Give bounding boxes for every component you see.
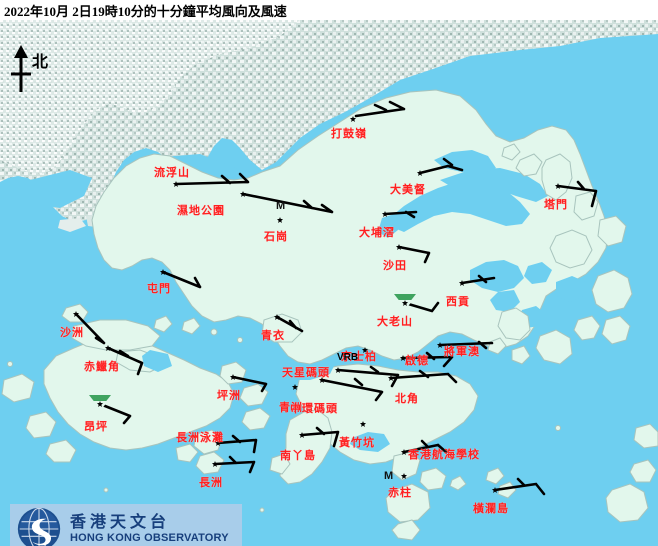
logo-text-en: HONG KONG OBSERVATORY: [70, 531, 229, 544]
station-dot-icon: [212, 461, 218, 467]
station-dot-icon: [73, 311, 79, 317]
station-label: 塔門: [544, 199, 568, 211]
variable-wind-symbol: VRB: [337, 352, 359, 363]
map-canvas[interactable]: 打鼓嶺流浮山濕地公園石崗 M 屯門 大美督塔門大埔滘沙田西貢大老山青衣將軍澳 京士柏 VR…: [0, 20, 658, 546]
wind-barb: [493, 477, 546, 496]
station-label: 中環碼頭: [290, 403, 338, 415]
triangle-inner-icon: [92, 401, 108, 411]
station-label: 沙田: [383, 260, 407, 272]
station-dot-icon: [240, 191, 246, 197]
station-label: 大埔滘: [359, 227, 395, 239]
triangle-inner-icon: [397, 300, 413, 310]
wind-barb-layer: [74, 100, 598, 496]
station-dot-icon: [97, 401, 103, 407]
north-arrow-label: 北: [32, 54, 49, 71]
wind-barb: [106, 346, 144, 376]
station-label: 將軍澳: [444, 346, 480, 358]
wind-barb: [397, 245, 431, 264]
station-label: 大美督: [390, 184, 426, 196]
station-label: 京士柏: [341, 351, 377, 363]
station-label: 天星碼頭: [282, 367, 330, 379]
wind-barb: [320, 377, 384, 402]
wind-barb: [161, 270, 202, 289]
station-label: 青洲: [279, 402, 303, 414]
station-label: 北角: [395, 393, 419, 405]
wind-barb: [241, 192, 334, 214]
station-dot-icon: [400, 355, 406, 361]
station-dot-icon: [350, 116, 356, 122]
station-dot-icon: [360, 421, 366, 427]
hko-logo: 香港天文台 HONG KONG OBSERVATORY: [10, 504, 242, 546]
wind-barb: [389, 369, 458, 384]
wind-barb: [438, 340, 494, 350]
station-dot-icon: [362, 347, 368, 353]
station-dot-icon: [555, 183, 561, 189]
station-label: 坪洲: [217, 390, 241, 402]
wind-barb: [556, 180, 598, 208]
station-label: 啟德: [405, 355, 429, 367]
station-dot-icon: [319, 377, 325, 383]
wind-barb: [74, 312, 106, 345]
wind-barb: [216, 434, 258, 454]
station-label: 黃竹坑: [339, 437, 375, 449]
station-label: 赤鱲角: [84, 361, 120, 373]
station-label: 青衣: [261, 330, 285, 342]
station-dot-icon: [417, 170, 423, 176]
wind-barb: [418, 157, 464, 175]
wind-barb: [383, 210, 418, 219]
wind-barb: [300, 426, 340, 448]
station-label: 長洲泳灘: [176, 432, 224, 444]
wind-barb: [401, 351, 454, 368]
station-label: 昂坪: [84, 421, 108, 433]
logo-text-zh: 香港天文台: [70, 513, 171, 531]
station-label: 打鼓嶺: [331, 128, 367, 140]
hko-logo-mark: [17, 507, 61, 546]
calm-wind-symbol: M: [384, 470, 394, 482]
calm-wind-symbol: M: [276, 200, 286, 212]
station-dot-icon: [299, 432, 305, 438]
station-dot-icon: [160, 269, 166, 275]
station-label: 西貢: [446, 296, 470, 308]
station-label: 香港航海學校: [408, 449, 480, 461]
station-dot-icon: [492, 487, 498, 493]
station-dot-icon: [292, 384, 298, 390]
station-dot-icon: [388, 375, 394, 381]
wind-barb: [231, 375, 268, 393]
wind-barb: [354, 100, 406, 118]
station-label: 橫瀾島: [473, 503, 509, 515]
wind-barb: [275, 315, 304, 333]
station-dot-icon: [459, 280, 465, 286]
station-dot-icon: [230, 374, 236, 380]
station-label: 屯門: [147, 283, 171, 295]
station-label: 濕地公園: [177, 205, 225, 217]
station-dot-icon: [335, 367, 341, 373]
wind-barb: [460, 274, 496, 285]
station-dot-icon: [277, 217, 283, 223]
station-dot-icon: [382, 211, 388, 217]
station-dot-icon: [402, 300, 408, 306]
station-dot-icon: [105, 345, 111, 351]
station-dot-icon: [437, 342, 443, 348]
station-label: 流浮山: [154, 167, 190, 179]
station-label: 赤柱: [388, 487, 412, 499]
station-dot-icon: [274, 314, 280, 320]
wind-barb: [174, 172, 250, 186]
wind-barb: [336, 365, 400, 388]
wind-barb: [213, 455, 256, 474]
wind-barb: [402, 439, 448, 454]
station-label: 長洲: [199, 477, 223, 489]
station-dot-icon: [215, 440, 221, 446]
north-arrow: 北: [6, 44, 66, 96]
station-label: 沙洲: [60, 327, 84, 339]
station-dot-icon: [173, 181, 179, 187]
station-label: 南丫島: [280, 450, 316, 462]
station-dot-icon: [396, 244, 402, 250]
page-title: 2022年10月 2日19時10分的十分鐘平均風向及風速: [4, 4, 287, 19]
station-label: 大老山: [377, 316, 413, 328]
station-dot-icon: [401, 449, 407, 455]
station-dot-icon: [401, 473, 407, 479]
station-label: 石崗: [264, 231, 288, 243]
map-geography: [0, 20, 658, 546]
